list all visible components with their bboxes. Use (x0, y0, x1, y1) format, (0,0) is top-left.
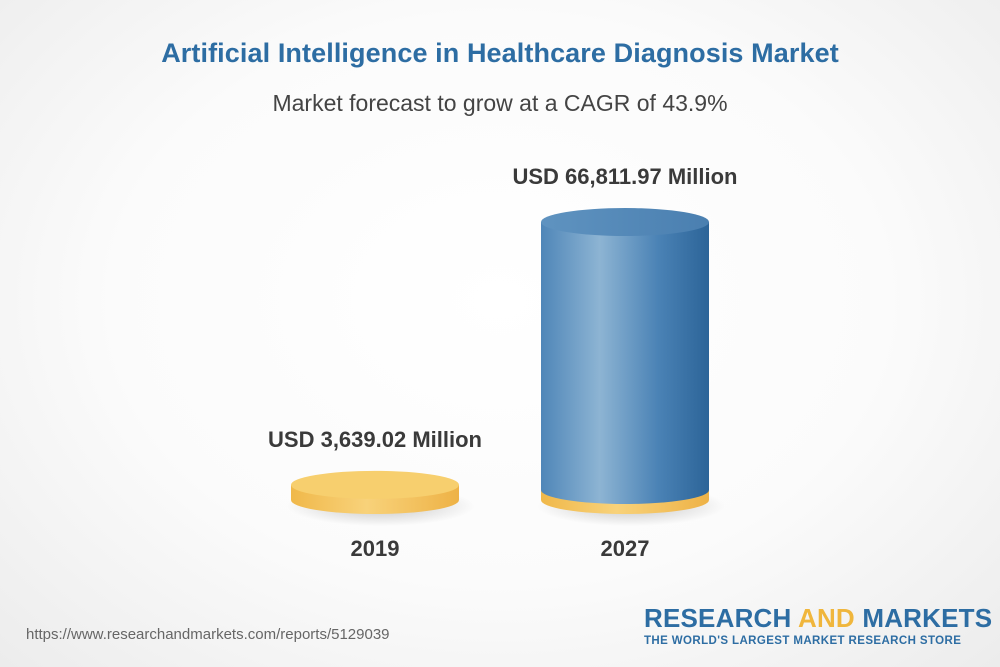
brand-logo: RESEARCH AND MARKETS THE WORLD'S LARGEST… (644, 603, 993, 647)
source-url: https://www.researchandmarkets.com/repor… (26, 626, 390, 643)
category-label-2019: 2019 (351, 536, 400, 561)
bar-top-2019 (291, 470, 459, 499)
bar-2027 (541, 222, 709, 504)
brand-name: RESEARCH AND MARKETS (644, 603, 993, 633)
value-label-2027: USD 66,811.97 Million (513, 164, 738, 189)
bar-top-2027 (541, 208, 709, 236)
category-label-2027: 2027 (601, 536, 650, 561)
value-label-2019: USD 3,639.02 Million (268, 427, 482, 452)
chart-subtitle: Market forecast to grow at a CAGR of 43.… (272, 90, 728, 116)
chart-title: Artificial Intelligence in Healthcare Di… (161, 38, 839, 68)
brand-tagline: THE WORLD'S LARGEST MARKET RESEARCH STOR… (644, 635, 962, 647)
